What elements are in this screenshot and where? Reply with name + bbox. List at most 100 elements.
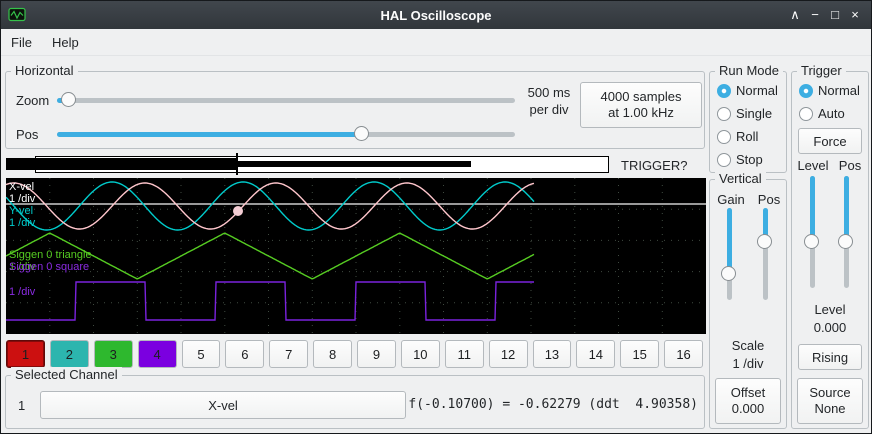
channel-button-15[interactable]: 15 bbox=[620, 340, 660, 368]
samples-button[interactable]: 4000 samples at 1.00 kHz bbox=[580, 82, 702, 128]
channel-value-readout: f(-0.10700) = -0.62279 (ddt 4.90358) bbox=[408, 397, 698, 412]
horizontal-pos-label: Pos bbox=[16, 127, 39, 142]
zoom-slider-track[interactable] bbox=[57, 98, 515, 103]
horizontal-group-title: Horizontal bbox=[11, 63, 78, 79]
maximize-button[interactable]: □ bbox=[831, 7, 839, 22]
source-label: Source bbox=[809, 385, 851, 400]
window-controls: ∧ − □ × bbox=[785, 1, 865, 29]
source-button[interactable]: Source None bbox=[797, 378, 863, 424]
vertical-title: Vertical bbox=[715, 171, 766, 187]
radio-normal[interactable]: Normal bbox=[717, 82, 778, 99]
channel-button-16[interactable]: 16 bbox=[664, 340, 703, 368]
trigger-pos-slider-handle[interactable] bbox=[838, 234, 853, 249]
vertical-pos-label: Pos bbox=[757, 192, 781, 207]
menu-help[interactable]: Help bbox=[51, 34, 79, 50]
radio-indicator bbox=[717, 152, 731, 167]
trigger-pos-label: Pos bbox=[838, 158, 862, 173]
pos-slider-fill bbox=[57, 132, 362, 137]
waveform-y-vel bbox=[6, 181, 535, 231]
radio-indicator bbox=[799, 106, 813, 121]
gain-slider[interactable] bbox=[721, 208, 737, 300]
scope-channel-label: 1 /div bbox=[9, 286, 36, 298]
run-mode-group: Run Mode Normal Single Roll Stop bbox=[709, 63, 787, 173]
edge-button[interactable]: Rising bbox=[798, 344, 862, 370]
vertical-pos-slider-fill bbox=[763, 208, 768, 242]
channel-button-5[interactable]: 5 bbox=[181, 340, 221, 368]
channel-button-13[interactable]: 13 bbox=[532, 340, 572, 368]
vertical-pos-slider-track[interactable] bbox=[763, 208, 768, 300]
force-button[interactable]: Force bbox=[798, 128, 862, 154]
waveform-x-vel bbox=[6, 182, 535, 230]
pre-trigger-bar bbox=[6, 158, 238, 170]
radio-indicator bbox=[717, 106, 731, 121]
trigger-position-tick bbox=[236, 153, 238, 175]
channel-name-button[interactable]: X-vel bbox=[40, 391, 406, 419]
gain-label: Gain bbox=[717, 192, 745, 207]
vertical-pos-slider-handle[interactable] bbox=[757, 234, 772, 249]
minimize-button[interactable]: − bbox=[811, 7, 819, 22]
channel-button-7[interactable]: 7 bbox=[269, 340, 309, 368]
offset-button[interactable]: Offset 0.000 bbox=[715, 378, 781, 424]
titlebar: HAL Oscilloscope ∧ − □ × bbox=[1, 1, 871, 29]
radio-label: Single bbox=[736, 106, 773, 121]
radio-roll[interactable]: Roll bbox=[717, 128, 778, 145]
app-icon bbox=[8, 6, 26, 24]
per-div-readout: 500 ms per div bbox=[520, 84, 578, 118]
channel-button-8[interactable]: 8 bbox=[313, 340, 352, 368]
channel-button-6[interactable]: 6 bbox=[225, 340, 265, 368]
scope-channel-label: 1 /div bbox=[9, 217, 36, 229]
radio-label: Roll bbox=[736, 129, 759, 144]
trigger-question-label: TRIGGER? bbox=[621, 158, 688, 173]
trigger-title: Trigger bbox=[797, 63, 846, 79]
radio-label: Stop bbox=[736, 152, 763, 167]
pos-slider-handle[interactable] bbox=[354, 126, 369, 141]
radio-indicator bbox=[717, 83, 731, 98]
trigger-level-slider-handle[interactable] bbox=[804, 234, 819, 249]
radio-indicator bbox=[799, 83, 813, 98]
per-div-value: 500 ms bbox=[527, 85, 571, 100]
run-mode-options: Normal Single Roll Stop bbox=[717, 82, 778, 168]
channel-button-3[interactable]: 3 bbox=[93, 340, 133, 368]
channel-button-1[interactable]: 1 bbox=[6, 340, 45, 368]
samples-rate: at 1.00 kHz bbox=[608, 105, 674, 120]
radio-stop[interactable]: Stop bbox=[717, 151, 778, 168]
zoom-slider[interactable] bbox=[57, 92, 515, 108]
channel-button-9[interactable]: 9 bbox=[357, 340, 396, 368]
trigger-group: Trigger Normal Auto Force Level Pos Level… bbox=[791, 63, 869, 429]
trigger-level-slider-fill bbox=[810, 176, 815, 242]
scope-channel-label: Siggen 0 triangle bbox=[9, 249, 92, 261]
samples-count: 4000 samples bbox=[600, 89, 682, 104]
offset-label: Offset bbox=[730, 385, 766, 400]
waveform-siggen-0-triangle bbox=[6, 232, 535, 280]
gain-slider-handle[interactable] bbox=[721, 266, 736, 281]
selected-channel-title: Selected Channel bbox=[11, 367, 122, 383]
radio-indicator bbox=[717, 129, 731, 144]
horizontal-group: Horizontal Zoom Pos 500 ms per div 4000 … bbox=[5, 63, 705, 149]
channel-button-11[interactable]: 11 bbox=[444, 340, 484, 368]
radio-auto[interactable]: Auto bbox=[799, 105, 860, 122]
horizontal-pos-slider[interactable] bbox=[57, 126, 515, 142]
selected-channel-number: 1 bbox=[18, 398, 26, 413]
zoom-slider-handle[interactable] bbox=[61, 92, 76, 107]
channel-button-2[interactable]: 2 bbox=[49, 340, 89, 368]
radio-normal[interactable]: Normal bbox=[799, 82, 860, 99]
shade-button[interactable]: ∧ bbox=[790, 7, 800, 22]
trigger-level-slider[interactable] bbox=[804, 176, 820, 288]
radio-label: Auto bbox=[818, 106, 845, 121]
close-button[interactable]: × bbox=[851, 7, 859, 22]
vertical-pos-slider[interactable] bbox=[757, 208, 773, 300]
channel-button-10[interactable]: 10 bbox=[400, 340, 440, 368]
channel-button-4[interactable]: 4 bbox=[137, 340, 177, 368]
channel-button-14[interactable]: 14 bbox=[576, 340, 616, 368]
scale-value: 1 /div bbox=[732, 356, 764, 371]
trigger-level-label: Level bbox=[797, 158, 829, 173]
menu-file[interactable]: File bbox=[11, 34, 32, 50]
scope-channel-label: X-vel bbox=[9, 181, 34, 193]
channel-button-12[interactable]: 12 bbox=[488, 340, 528, 368]
vertical-group: Vertical Gain Pos Scale 1 /div Offset 0.… bbox=[709, 171, 787, 429]
zoom-label: Zoom bbox=[16, 93, 50, 108]
trigger-pos-slider[interactable] bbox=[838, 176, 854, 288]
radio-single[interactable]: Single bbox=[717, 105, 778, 122]
